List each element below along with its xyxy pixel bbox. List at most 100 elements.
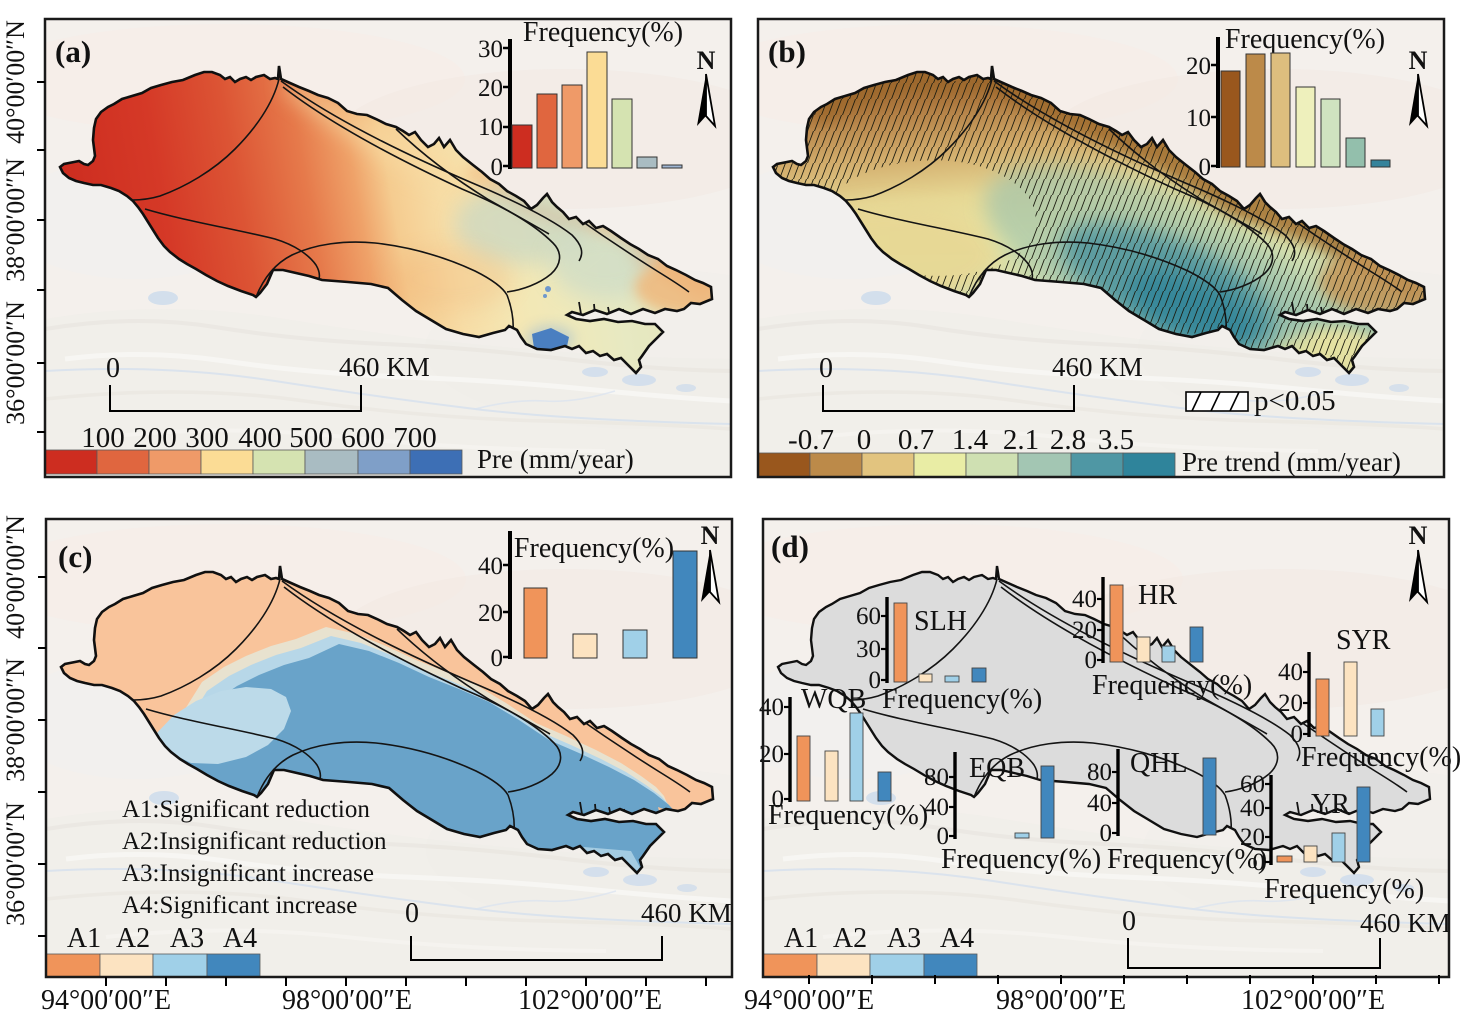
- svg-text:102°00′00″E: 102°00′00″E: [518, 985, 662, 1016]
- svg-text:Pre trend (mm/year): Pre trend (mm/year): [1182, 447, 1401, 477]
- svg-text:SLH: SLH: [914, 606, 967, 637]
- svg-text:94°00′00″E: 94°00′00″E: [41, 985, 171, 1016]
- svg-text:SYR: SYR: [1336, 625, 1391, 656]
- svg-text:0: 0: [405, 898, 419, 929]
- svg-text:10: 10: [1186, 105, 1211, 132]
- svg-text:YR: YR: [1311, 789, 1350, 820]
- svg-text:0: 0: [1122, 906, 1136, 937]
- svg-text:2.8: 2.8: [1050, 424, 1086, 456]
- svg-text:Frequency(%): Frequency(%): [1092, 670, 1252, 701]
- svg-text:1.4: 1.4: [952, 424, 989, 456]
- svg-text:0: 0: [857, 424, 872, 456]
- svg-text:102°00′00″E: 102°00′00″E: [1241, 985, 1385, 1016]
- svg-text:0: 0: [1085, 647, 1098, 674]
- svg-text:20: 20: [478, 600, 503, 627]
- svg-text:40: 40: [1072, 586, 1097, 613]
- svg-text:0: 0: [491, 645, 504, 672]
- svg-text:A3: A3: [170, 923, 204, 954]
- svg-text:A1: A1: [67, 923, 101, 954]
- svg-text:460 KM: 460 KM: [1052, 352, 1143, 382]
- svg-text:40: 40: [1240, 795, 1265, 822]
- svg-text:p<0.05: p<0.05: [1254, 385, 1336, 417]
- svg-text:(d): (d): [771, 529, 809, 564]
- svg-text:A4:Significant increase: A4:Significant increase: [122, 892, 357, 919]
- svg-text:A1:Significant reduction: A1:Significant reduction: [122, 796, 370, 823]
- svg-text:400: 400: [238, 422, 282, 454]
- svg-text:0: 0: [1253, 849, 1266, 876]
- svg-text:20: 20: [1240, 824, 1265, 851]
- svg-text:10: 10: [478, 114, 503, 141]
- svg-text:A1: A1: [784, 923, 818, 954]
- svg-text:A3: A3: [887, 923, 921, 954]
- svg-text:0: 0: [772, 786, 785, 813]
- svg-text:0: 0: [1291, 721, 1304, 748]
- svg-text:QHL: QHL: [1130, 748, 1188, 779]
- svg-text:3.5: 3.5: [1098, 424, 1134, 456]
- svg-text:A2: A2: [833, 923, 867, 954]
- svg-text:Frequency(%): Frequency(%): [1225, 24, 1385, 55]
- svg-text:20: 20: [478, 75, 503, 102]
- svg-text:40: 40: [924, 794, 949, 821]
- svg-text:Frequency(%): Frequency(%): [941, 844, 1101, 875]
- svg-text:Frequency(%): Frequency(%): [882, 684, 1042, 715]
- svg-text:20: 20: [1278, 690, 1303, 717]
- svg-text:40°00′00″N: 40°00′00″N: [1, 515, 30, 639]
- svg-text:Frequency(%): Frequency(%): [768, 800, 928, 831]
- svg-text:30: 30: [856, 636, 881, 663]
- svg-text:0: 0: [1199, 154, 1212, 181]
- svg-text:100: 100: [81, 422, 125, 454]
- svg-text:94°00′00″E: 94°00′00″E: [744, 985, 874, 1016]
- svg-text:20: 20: [1072, 617, 1097, 644]
- svg-text:600: 600: [341, 422, 385, 454]
- svg-text:A2:Insignificant reduction: A2:Insignificant reduction: [122, 828, 387, 855]
- svg-text:200: 200: [133, 422, 177, 454]
- svg-text:36°00′00″N: 36°00′00″N: [1, 301, 30, 425]
- svg-text:Frequency(%): Frequency(%): [514, 533, 674, 564]
- svg-text:N: N: [1409, 46, 1428, 75]
- svg-text:36°00′00″N: 36°00′00″N: [1, 802, 30, 926]
- svg-text:-0.7: -0.7: [788, 424, 834, 456]
- svg-text:98°00′00″E: 98°00′00″E: [996, 985, 1126, 1016]
- svg-text:40: 40: [478, 553, 503, 580]
- svg-text:40: 40: [1278, 659, 1303, 686]
- svg-text:0: 0: [937, 823, 950, 850]
- svg-text:0: 0: [1100, 820, 1113, 847]
- svg-text:40: 40: [1087, 790, 1112, 817]
- svg-text:80: 80: [1087, 759, 1112, 786]
- svg-text:A4: A4: [223, 923, 257, 954]
- svg-text:A3:Insignificant increase: A3:Insignificant increase: [122, 860, 374, 887]
- svg-text:EQB: EQB: [969, 753, 1025, 784]
- svg-text:500: 500: [289, 422, 333, 454]
- svg-text:A2: A2: [116, 923, 150, 954]
- svg-text:0: 0: [491, 154, 504, 181]
- svg-text:0: 0: [106, 353, 120, 384]
- svg-text:A4: A4: [940, 923, 974, 954]
- svg-text:Pre (mm/year): Pre (mm/year): [477, 444, 634, 474]
- svg-text:(a): (a): [55, 34, 91, 69]
- svg-text:30: 30: [478, 36, 503, 63]
- svg-text:N: N: [697, 46, 716, 75]
- svg-text:(b): (b): [768, 34, 806, 69]
- svg-text:98°00′00″E: 98°00′00″E: [282, 985, 412, 1016]
- svg-text:38°00′00″N: 38°00′00″N: [1, 658, 30, 782]
- svg-text:0: 0: [869, 667, 882, 694]
- svg-text:20: 20: [1186, 53, 1211, 80]
- svg-text:460 KM: 460 KM: [641, 898, 732, 928]
- svg-text:N: N: [1409, 521, 1428, 550]
- svg-text:N: N: [701, 521, 720, 550]
- svg-text:60: 60: [1240, 771, 1265, 798]
- svg-text:460 KM: 460 KM: [1360, 908, 1451, 938]
- svg-text:WQB: WQB: [801, 684, 866, 715]
- svg-text:(c): (c): [58, 539, 92, 574]
- svg-text:Frequency(%): Frequency(%): [523, 17, 683, 48]
- svg-text:Frequency(%): Frequency(%): [1107, 844, 1267, 875]
- svg-text:0: 0: [819, 353, 833, 384]
- svg-text:38°00′00″N: 38°00′00″N: [1, 158, 30, 282]
- svg-text:80: 80: [924, 764, 949, 791]
- svg-text:2.1: 2.1: [1003, 424, 1039, 456]
- svg-text:HR: HR: [1138, 580, 1177, 611]
- svg-text:60: 60: [856, 603, 881, 630]
- svg-text:460 KM: 460 KM: [339, 352, 430, 382]
- svg-text:40°00′00″N: 40°00′00″N: [1, 20, 30, 144]
- svg-text:Frequency(%): Frequency(%): [1264, 874, 1424, 905]
